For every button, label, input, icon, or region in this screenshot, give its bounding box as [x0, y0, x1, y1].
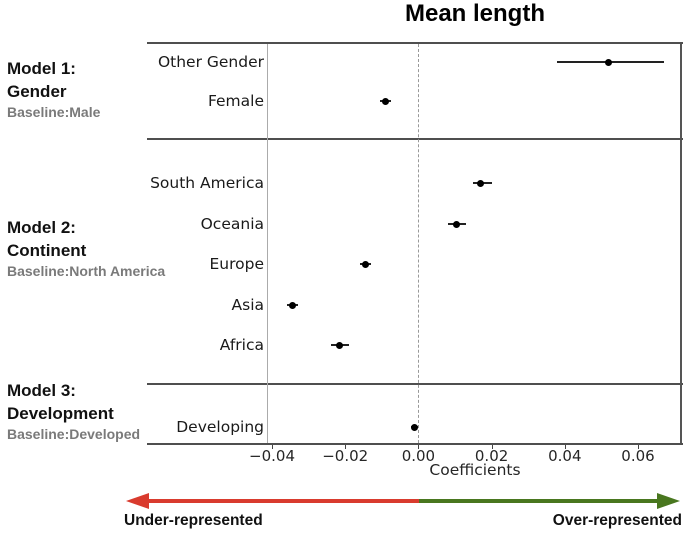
right-spine [680, 44, 682, 443]
model-3-baseline: Baseline:Developed [7, 426, 141, 442]
model-1-label-block: Model 1: Gender Baseline:Male [7, 57, 237, 122]
x-axis-line [147, 443, 683, 445]
x-tick-mark [418, 445, 420, 449]
model-2-label-block: Model 2: Continent Baseline:North Americ… [7, 216, 237, 281]
left-spine [267, 44, 268, 443]
over-represented-arrow [419, 499, 659, 503]
x-tick-mark [345, 445, 347, 449]
row-label-africa: Africa [219, 336, 264, 354]
row-label-oceania: Oceania [200, 215, 264, 233]
model-2-category: Continent [7, 241, 87, 260]
point-estimate-female [381, 97, 389, 105]
x-tick-label-0-06: 0.06 [621, 447, 655, 465]
point-estimate-africa [336, 341, 344, 349]
point-estimate-developing [411, 423, 419, 431]
row-label-developing: Developing [176, 418, 264, 436]
point-estimate-other-gender [605, 58, 613, 66]
row-label-asia: Asia [231, 296, 264, 314]
model-2-baseline: Baseline:North America [7, 263, 166, 279]
panel-separator-1 [147, 138, 683, 140]
x-tick-label--0-04: −0.04 [249, 447, 295, 465]
model-3-label-block: Model 3: Development Baseline:Developed [7, 379, 237, 444]
model-2-title: Model 2: [7, 218, 76, 237]
x-tick-mark [564, 445, 566, 449]
row-label-other-gender: Other Gender [157, 53, 264, 71]
point-estimate-oceania [453, 220, 461, 228]
x-axis-label: Coefficients [429, 461, 521, 479]
model-1-category: Gender [7, 82, 67, 101]
model-1-title: Model 1: [7, 59, 76, 78]
row-label-female: Female [207, 92, 264, 110]
row-label-europe: Europe [209, 255, 264, 273]
point-estimate-europe [361, 260, 369, 268]
under-represented-arrow [146, 499, 419, 503]
point-estimate-asia [288, 301, 296, 309]
x-tick-mark [638, 445, 639, 449]
x-tick-mark [491, 445, 493, 449]
row-label-south-america: South America [150, 174, 264, 192]
x-tick-label-0-00: 0.00 [401, 447, 436, 465]
x-tick-label--0-02: −0.02 [322, 447, 369, 465]
chart-title: Mean length [404, 0, 545, 27]
model-3-title: Model 3: [7, 381, 76, 400]
x-tick-label-0-04: 0.04 [548, 447, 582, 465]
panel-separator-2 [147, 383, 683, 385]
zero-reference-line [418, 44, 419, 443]
model-1-baseline: Baseline:Male [7, 104, 101, 120]
x-tick-mark [272, 445, 273, 449]
point-estimate-south-america [477, 179, 485, 187]
right-arrowhead-icon [657, 493, 680, 509]
over-represented-label: Over-represented [552, 512, 682, 529]
model-3-category: Development [7, 404, 114, 423]
left-arrowhead-icon [126, 493, 149, 509]
under-represented-label: Under-represented [124, 512, 263, 529]
panel-top-border [147, 42, 683, 44]
x-tick-label-0-02: 0.02 [474, 447, 509, 465]
